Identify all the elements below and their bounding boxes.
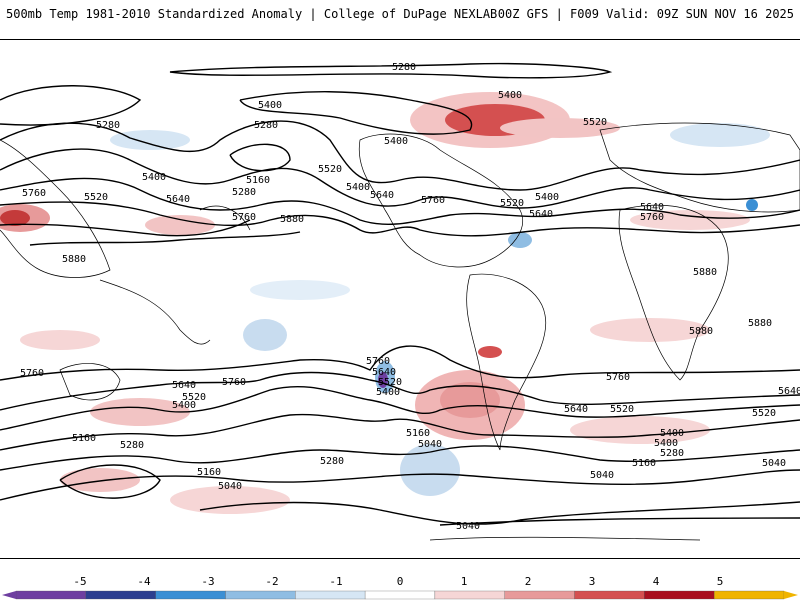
colorbar-left-arrow <box>2 591 16 599</box>
contour-label: 5280 <box>392 62 416 73</box>
colorbar-segment <box>155 590 226 600</box>
colorbar-tick: 3 <box>588 575 596 588</box>
contour-label: 5400 <box>142 172 166 183</box>
colorbar-segment <box>85 590 156 600</box>
contour-label: 5040 <box>456 521 480 532</box>
anomaly-colorbar: -5 -4 -3 -2 -1 0 1 2 3 4 5 <box>0 575 800 600</box>
colorbar-tick: -4 <box>137 575 151 588</box>
contour-label: 5760 <box>20 368 44 379</box>
contour-label: 5760 <box>366 356 390 367</box>
contour-labels: 5280 5400 5400 5280 5280 5400 5160 5400 … <box>20 62 800 532</box>
map-title: 500mb Temp 1981-2010 Standardized Anomal… <box>6 7 498 21</box>
contour-label: 5760 <box>606 372 630 383</box>
colorbar-segment <box>504 590 575 600</box>
contour-label: 5400 <box>660 428 684 439</box>
contour-label: 5160 <box>632 458 656 469</box>
contour-label: 5520 <box>378 377 402 388</box>
contour-label: 5760 <box>222 377 246 388</box>
colorbar-segment <box>644 590 715 600</box>
contour-label: 5160 <box>197 467 221 478</box>
contour-label: 5280 <box>660 448 684 459</box>
colorbar-segment <box>225 590 296 600</box>
contour-label: 5640 <box>166 194 190 205</box>
contour-label: 5880 <box>689 326 713 337</box>
contour-label: 5520 <box>84 192 108 203</box>
header-bar: 500mb Temp 1981-2010 Standardized Anomal… <box>0 0 800 28</box>
contour-label: 5400 <box>172 400 196 411</box>
colorbar-segment <box>295 590 366 600</box>
anomaly-map[interactable]: 5280 5400 5400 5280 5280 5400 5160 5400 … <box>0 39 800 559</box>
colorbar-strip <box>2 590 798 600</box>
contour-label: 5640 <box>372 367 396 378</box>
colorbar-segment <box>714 590 785 600</box>
colorbar-tick: -1 <box>329 575 343 588</box>
contour-label: 5400 <box>654 438 678 449</box>
contour-label: 5520 <box>318 164 342 175</box>
colorbar-tick: -5 <box>73 575 87 588</box>
contour-label: 5280 <box>120 440 144 451</box>
contour-label: 5160 <box>406 428 430 439</box>
contour-label: 5280 <box>232 187 256 198</box>
colorbar-segment <box>364 590 436 600</box>
contour-label: 5640 <box>529 209 553 220</box>
contour-label: 5640 <box>172 380 196 391</box>
colorbar-tick: 4 <box>652 575 660 588</box>
contour-label: 5040 <box>590 470 614 481</box>
contour-label: 5520 <box>610 404 634 415</box>
colorbar-tick: 1 <box>460 575 468 588</box>
colorbar-tick: 0 <box>396 575 404 588</box>
contour-label: 5160 <box>72 433 96 444</box>
contour-label: 5280 <box>320 456 344 467</box>
contour-label: 5040 <box>762 458 786 469</box>
contour-label: 5760 <box>22 188 46 199</box>
contour-label: 5760 <box>232 212 256 223</box>
contour-label: 5040 <box>218 481 242 492</box>
contour-label: 5880 <box>62 254 86 265</box>
coastlines <box>0 122 800 541</box>
colorbar-tick: 5 <box>716 575 724 588</box>
model-run-info: 00Z GFS | F009 Valid: 09Z SUN NOV 16 202… <box>497 7 794 21</box>
contour-label: 5520 <box>182 392 206 403</box>
contour-label: 5760 <box>421 195 445 206</box>
anomaly-shading <box>0 92 770 514</box>
colorbar-segment <box>434 590 505 600</box>
contour-label: 5400 <box>376 387 400 398</box>
contour-label: 5280 <box>96 120 120 131</box>
contour-label: 5400 <box>384 136 408 147</box>
contour-label: 5400 <box>346 182 370 193</box>
colorbar-segment <box>15 590 86 600</box>
contour-label: 5520 <box>752 408 776 419</box>
contour-label: 5640 <box>370 190 394 201</box>
contour-label: 5400 <box>498 90 522 101</box>
contour-label: 5760 <box>640 212 664 223</box>
contour-label: 5640 <box>640 202 664 213</box>
contour-label: 5400 <box>258 100 282 111</box>
map-canvas: 5280 5400 5400 5280 5280 5400 5160 5400 … <box>0 62 800 541</box>
contour-label: 5520 <box>583 117 607 128</box>
colorbar-segment <box>574 590 645 600</box>
contour-label: 5640 <box>564 404 588 415</box>
colorbar-right-arrow <box>784 591 798 599</box>
contour-label: 5160 <box>246 175 270 186</box>
colorbar-tick: 2 <box>524 575 532 588</box>
contour-label: 5520 <box>500 198 524 209</box>
colorbar-tick: -2 <box>265 575 279 588</box>
contour-label: 5880 <box>693 267 717 278</box>
contour-label: 5640 <box>778 386 800 397</box>
height-contours <box>0 62 800 526</box>
contour-label: 5040 <box>418 439 442 450</box>
contour-label: 5880 <box>280 214 304 225</box>
contour-label: 5280 <box>254 120 278 131</box>
colorbar-tick: -3 <box>201 575 215 588</box>
contour-label: 5400 <box>535 192 559 203</box>
contour-label: 5880 <box>748 318 772 329</box>
